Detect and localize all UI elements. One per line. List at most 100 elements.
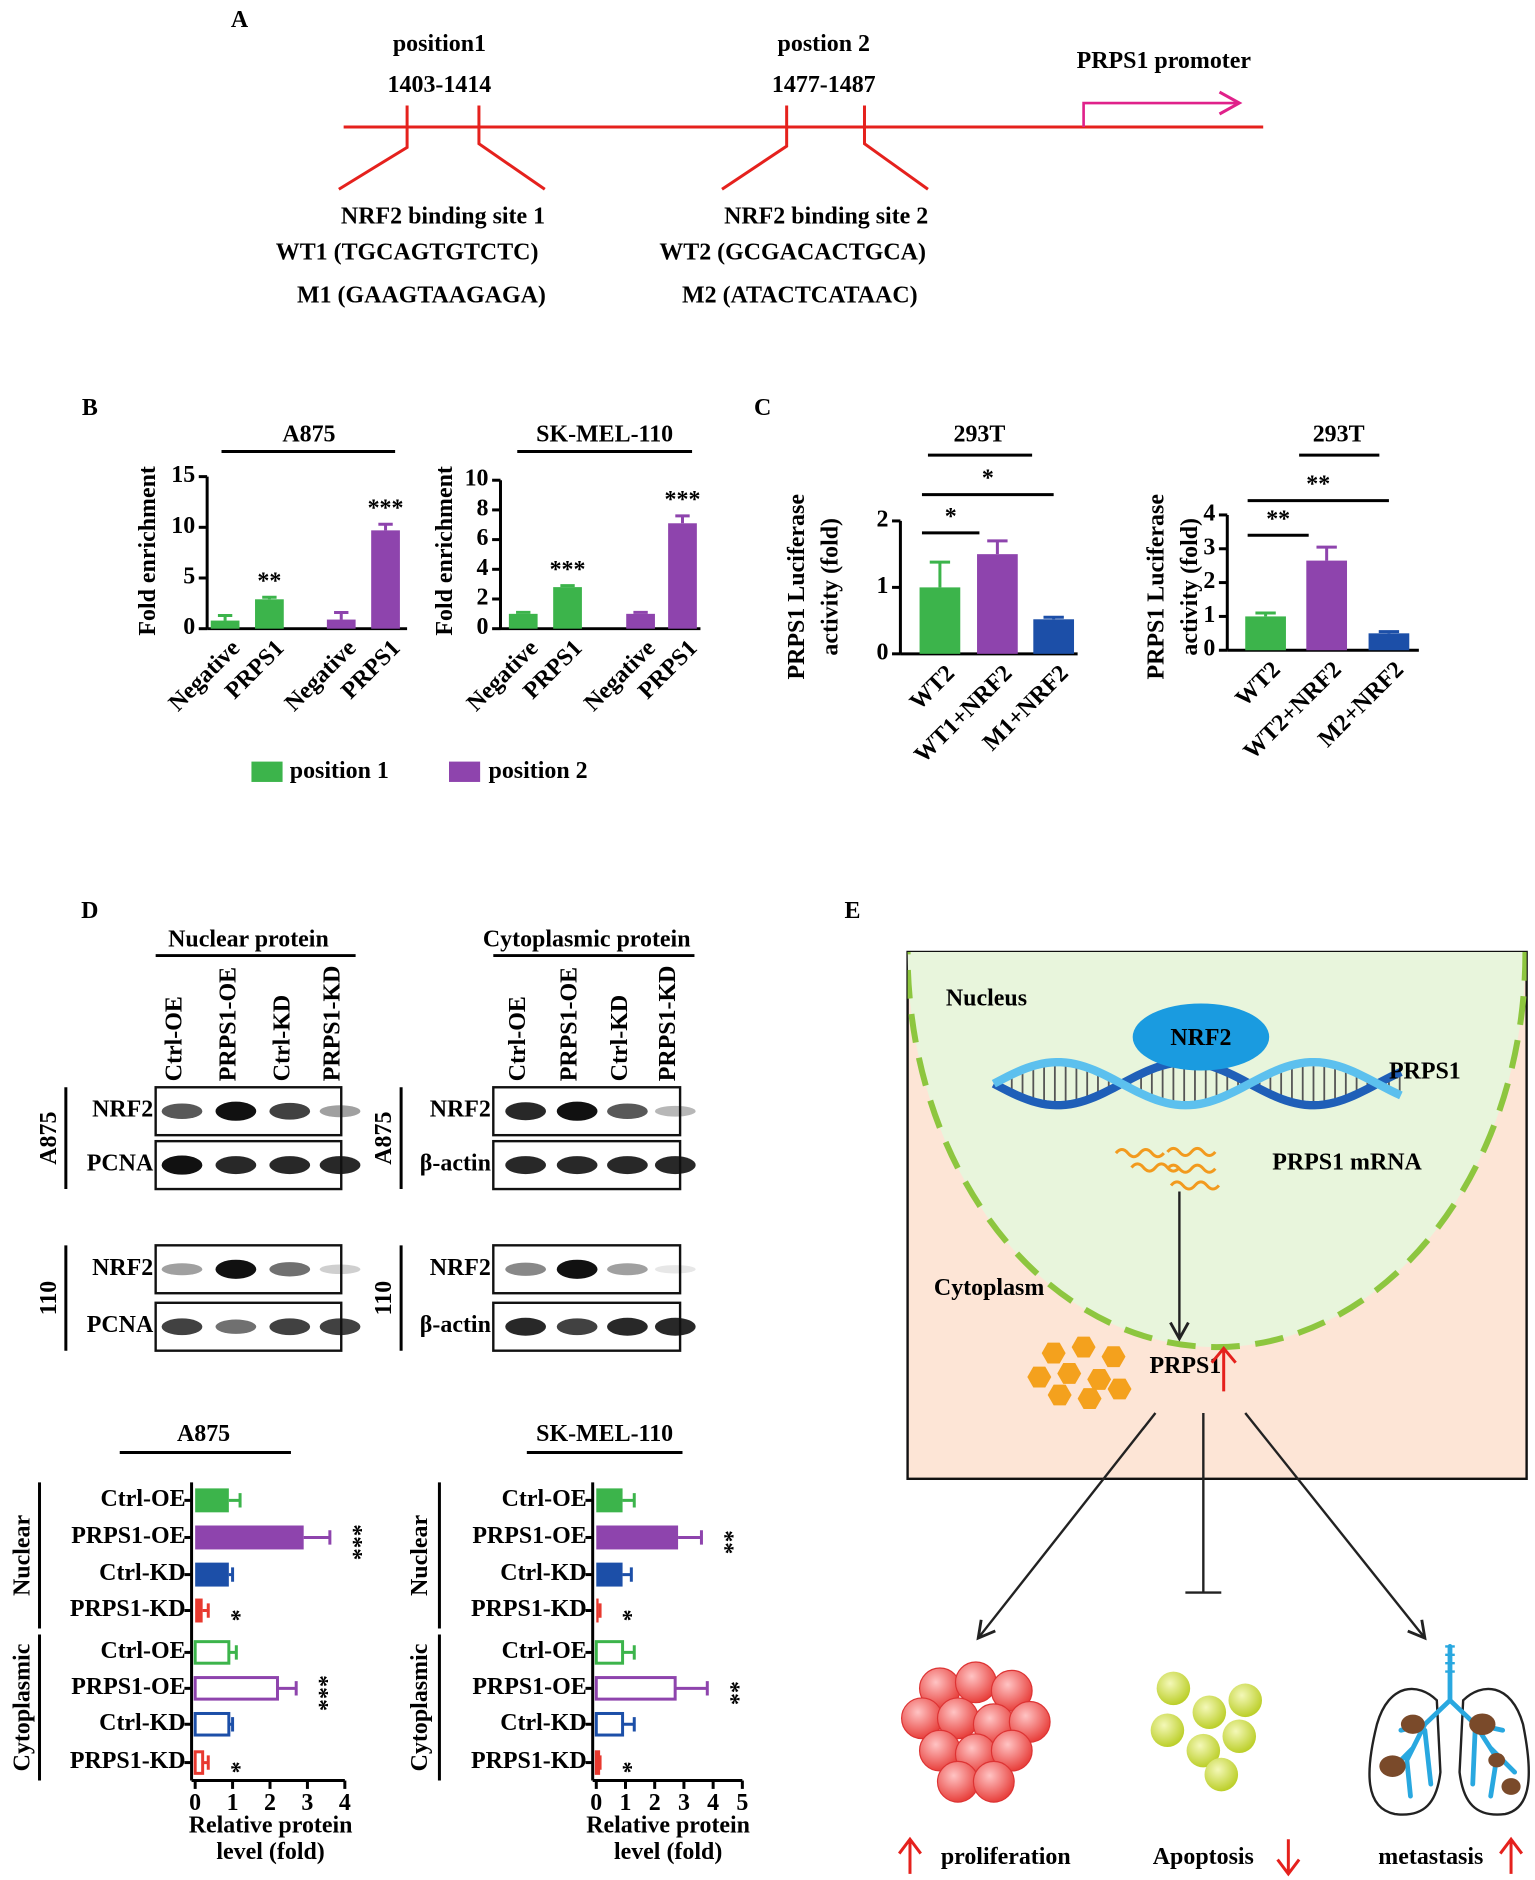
bar [594,1640,625,1665]
squiggle [1169,1180,1221,1191]
y-tick-label: 0 [183,614,195,640]
y-tick-label: 1 [1203,602,1215,628]
lane-label: Ctrl-OE [162,996,188,1081]
site-title: NRF2 binding site 1 [341,203,545,229]
squiggle [1166,1146,1217,1158]
row-label: NRF2 [430,1255,491,1281]
x-tick-label: 4 [339,1790,351,1816]
cell [972,1760,1015,1803]
bar [210,620,240,629]
lane-label: Ctrl-KD [607,995,633,1081]
y-tick-label: 0 [477,614,489,640]
error-bar [228,1645,238,1660]
x-axis-label: Relative protein [189,1813,353,1839]
band [505,1102,546,1121]
site-markers [338,105,929,191]
error-bar [228,1567,235,1582]
band [505,1156,546,1175]
error-bar [228,1717,235,1732]
error-bar [598,1603,602,1618]
significance: * [218,1761,244,1773]
y-tick-label: 4 [477,555,489,581]
bar [1033,619,1075,654]
hexagon [1087,1369,1112,1390]
up-arrow [898,1836,922,1874]
hexagon [1057,1363,1082,1384]
lane-label: PRPS1-OE [215,967,241,1081]
error-bar [560,584,575,588]
error-bar [277,1681,298,1696]
cell-line-label: 110 [371,1281,397,1316]
promoter-label: PRPS1 promoter [1077,48,1252,74]
row-label: NRF2 [92,1255,153,1281]
panel-label: A [231,7,249,33]
band [319,1318,361,1336]
significance: ** [1266,506,1290,532]
category-label: PRPS1-OE [472,1674,586,1700]
band [654,1317,696,1336]
error-bar [622,1493,636,1508]
legend-label: position 1 [290,758,389,784]
y-tick-label: 6 [477,525,489,551]
band [269,1156,311,1175]
blot-header: Cytoplasmic protein [483,927,691,953]
category-label: PRPS1-KD [70,1596,186,1622]
band [215,1259,257,1279]
bar [1368,633,1410,651]
group-label: Cytoplasmic [9,1643,35,1771]
cell [954,1661,997,1704]
chart-title: A875 [282,421,335,447]
site-mutant: M2 (ATACTCATAAC) [682,283,918,309]
error-bar [202,1603,210,1618]
nucleus-label: Nucleus [946,985,1027,1011]
band [269,1102,311,1120]
significance: ** [717,1681,743,1705]
band [215,1101,257,1121]
band [556,1101,598,1121]
bar [594,1750,601,1775]
row-label: β-actin [420,1151,491,1177]
category-label: Ctrl-OE [502,1638,587,1664]
x-axis-label: level (fold) [216,1839,324,1865]
error-bar [622,1567,633,1582]
apoptotic-cells [1150,1671,1263,1792]
hexagon [1101,1346,1126,1368]
x-tick-label: 3 [301,1790,313,1816]
band [215,1319,257,1334]
error-bar [678,1530,703,1545]
cytoplasm-label: Cytoplasm [934,1275,1044,1301]
group-label: Nuclear [407,1515,433,1596]
hexagon [1071,1336,1096,1358]
significance: *** [340,1524,366,1560]
error-bar [675,1681,709,1696]
row-label: β-actin [420,1312,491,1338]
panel-label: E [845,898,861,924]
band [161,1318,203,1336]
hexagon [1041,1342,1066,1364]
x-axis-label: Relative protein [586,1813,750,1839]
hexagon [1107,1378,1132,1400]
bar [195,1598,203,1623]
significance: ** [257,568,281,594]
category-label: Ctrl-KD [99,1710,185,1736]
cell [1186,1733,1221,1768]
x-tick-label: 5 [736,1790,748,1816]
band [556,1259,598,1279]
bar [326,619,356,629]
arrow [976,1412,1157,1641]
y-axis-label: PRPS1 Luciferase [1143,494,1169,679]
band [269,1318,311,1336]
error-bar [929,560,951,588]
up-arrow [1499,1836,1524,1874]
panel-label: D [81,898,98,924]
chart-title: 293T [1313,421,1365,447]
y-tick-label: 4 [1203,500,1215,526]
error-bar [1316,545,1337,561]
y-tick-label: 15 [171,462,195,488]
error-bar [217,614,233,621]
error-bar [622,1717,636,1732]
chart-title: SK-MEL-110 [536,1421,673,1447]
category-label: Ctrl-KD [99,1560,185,1586]
mrna [1114,1146,1221,1191]
